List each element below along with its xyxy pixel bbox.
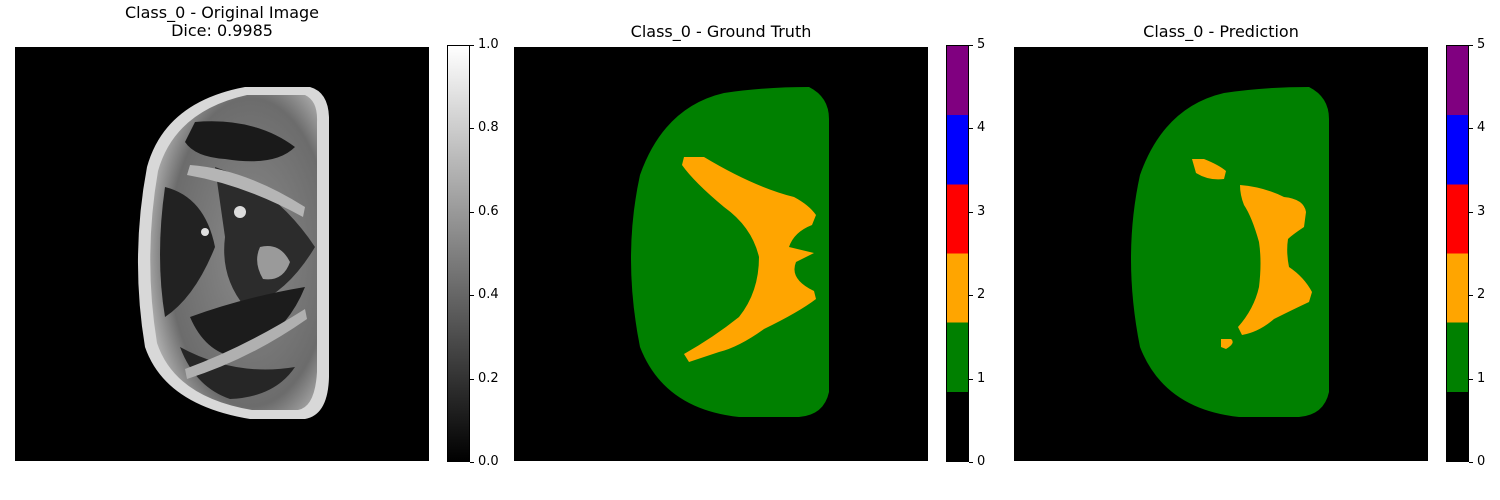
colorbar-tick-label: 0.2 — [478, 371, 499, 386]
colorbar-tick-label: 3 — [1477, 204, 1486, 219]
colorbar-tick-mark — [1469, 45, 1473, 46]
ground-truth-mask — [514, 47, 928, 461]
class-colorbar-prediction — [1446, 45, 1469, 462]
colorbar-tick-label: 2 — [977, 287, 986, 302]
colorbar-tick-label: 5 — [1477, 37, 1486, 52]
colorbar-tick-mark — [1469, 295, 1473, 296]
pred-class-1-region — [1131, 87, 1329, 417]
colorbar-tick-mark — [470, 379, 474, 380]
prediction-mask — [1014, 47, 1428, 461]
colorbar-tick-label: 3 — [977, 204, 986, 219]
panel-2-title: Class_0 - Ground Truth — [630, 22, 812, 41]
class-colorbar-ground-truth — [946, 45, 969, 462]
colorbar-tick-label: 1.0 — [478, 37, 499, 52]
colorbar-tick-mark — [1469, 212, 1473, 213]
colorbar-tick-label: 0.6 — [478, 204, 499, 219]
grayscale-colorbar — [447, 45, 470, 462]
colorbar-tick-mark — [470, 295, 474, 296]
panel-3-title: Class_0 - Prediction — [1143, 22, 1299, 41]
panel-1-dice-text: Dice: 0.9985 — [171, 21, 273, 40]
colorbar-tick-mark — [969, 462, 973, 463]
colorbar-tick-mark — [470, 128, 474, 129]
colorbar-tick-label: 0.0 — [478, 454, 499, 469]
colorbar-tick-mark — [969, 128, 973, 129]
colorbar-tick-mark — [969, 379, 973, 380]
colorbar-tick-label: 1 — [977, 371, 986, 386]
colorbar-tick-mark — [1469, 462, 1473, 463]
panel-1-title: Class_0 - Original Image Dice: 0.9985 — [15, 4, 429, 40]
colorbar-tick-label: 0 — [977, 454, 986, 469]
panel-1-title-text: Class_0 - Original Image — [124, 3, 320, 22]
colorbar-tick-mark — [1469, 128, 1473, 129]
colorbar-tick-label: 5 — [977, 37, 986, 52]
colorbar-tick-label: 4 — [977, 120, 986, 135]
colorbar-tick-mark — [969, 212, 973, 213]
colorbar-tick-label: 0.8 — [478, 120, 499, 135]
colorbar-tick-label: 0.4 — [478, 287, 499, 302]
colorbar-tick-mark — [969, 295, 973, 296]
colorbar-tick-label: 2 — [1477, 287, 1486, 302]
mri-scan-graphic — [137, 87, 329, 419]
colorbar-tick-mark — [969, 45, 973, 46]
gt-class-1-region — [631, 87, 829, 417]
original-mri-image — [15, 47, 429, 461]
pred-class-2-region-small — [1192, 159, 1226, 180]
ground-truth-segmentation — [631, 87, 829, 417]
colorbar-tick-mark — [470, 462, 474, 463]
colorbar-tick-mark — [470, 45, 474, 46]
gt-class-2-region — [682, 157, 816, 362]
pred-class-2-region-main — [1238, 185, 1312, 335]
colorbar-tick-label: 4 — [1477, 120, 1486, 135]
colorbar-tick-mark — [1469, 379, 1473, 380]
colorbar-tick-mark — [470, 212, 474, 213]
colorbar-tick-label: 0 — [1477, 454, 1486, 469]
colorbar-tick-label: 1 — [1477, 371, 1486, 386]
prediction-segmentation — [1131, 87, 1329, 417]
pred-class-2-region-fragment — [1221, 339, 1233, 349]
